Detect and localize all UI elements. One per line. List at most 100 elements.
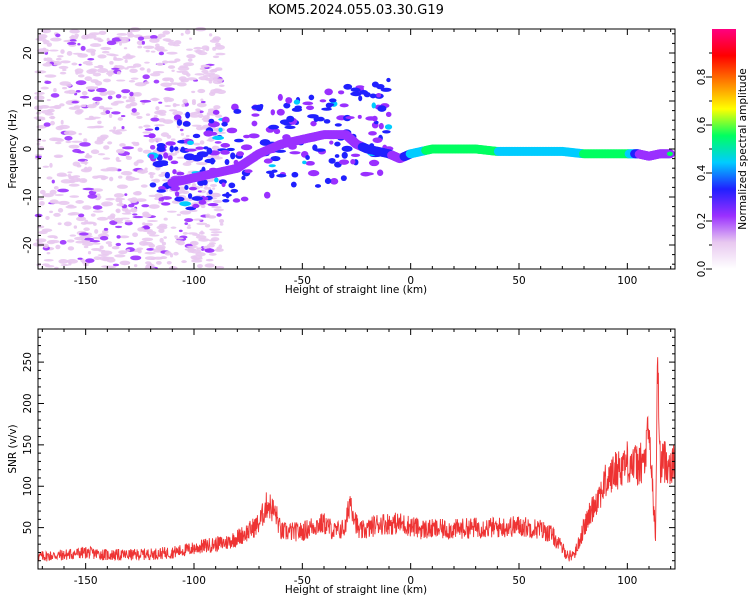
spectrogram-speckle xyxy=(174,235,179,238)
spectrogram-speckle xyxy=(319,99,327,103)
spectrogram-speckle xyxy=(164,251,172,256)
spectrogram-speckle xyxy=(34,213,43,218)
spectrogram-speckle xyxy=(156,145,166,152)
spectrogram-speckle xyxy=(154,110,164,115)
spectrogram-speckle xyxy=(141,237,154,242)
spectrogram-speckle xyxy=(142,222,146,226)
spectrogram-speckle xyxy=(214,141,222,144)
spectrogram-speckle xyxy=(94,229,99,234)
spectrogram-speckle xyxy=(168,109,178,112)
spectrogram-speckle xyxy=(139,99,152,103)
spectrogram-speckle xyxy=(226,147,235,152)
spectrogram-speckle xyxy=(345,116,355,120)
spectrogram-speckle xyxy=(76,150,85,154)
spectrogram-speckle xyxy=(125,176,136,181)
spectrogram-speckle xyxy=(219,222,224,226)
spectrogram-speckle xyxy=(137,249,142,254)
spectrogram-speckle xyxy=(129,91,134,97)
spectrogram-speckle xyxy=(277,93,283,101)
spectrogram-speckle xyxy=(49,210,54,214)
spectrogram-speckle xyxy=(44,80,52,84)
spectrogram-speckle xyxy=(119,143,126,147)
spectrogram-speckle xyxy=(205,258,214,262)
spectrogram-speckle xyxy=(51,60,62,66)
spectrogram-speckle xyxy=(228,182,236,189)
spectrogram-speckle xyxy=(92,205,103,210)
spectrogram-speckle xyxy=(163,152,169,159)
spectrogram-speckle xyxy=(46,98,51,102)
spectrogram-speckle xyxy=(48,49,59,52)
spectrogram-speckle xyxy=(146,247,155,251)
spectrogram-speckle xyxy=(162,60,169,64)
spectrogram-speckle xyxy=(113,217,124,222)
spectrogram-speckle xyxy=(191,124,202,127)
spectrogram-speckle xyxy=(172,102,177,108)
spectrogram-speckle xyxy=(149,182,157,188)
spectrogram-speckle xyxy=(63,221,72,227)
snr-x-tick-label: -50 xyxy=(294,575,311,587)
spectrogram-speckle xyxy=(170,226,177,229)
spectrogram-speckle xyxy=(171,69,175,72)
spectrogram-speckle xyxy=(276,173,287,178)
spectrogram-speckle xyxy=(91,188,104,192)
spectrogram-speckle xyxy=(302,101,314,106)
spectrogram-speckle xyxy=(67,171,73,174)
spectrogram-speckle xyxy=(38,145,45,151)
spectrogram-speckle xyxy=(195,108,201,112)
spectrogram-speckle xyxy=(78,178,88,183)
spectrogram-speckle xyxy=(374,120,379,125)
spectrogram-speckle xyxy=(143,45,155,50)
spectrogram-speckle xyxy=(77,53,89,58)
spectrogram-speckle xyxy=(92,242,101,245)
spectrogram-speckle xyxy=(165,141,176,146)
spectrogram-speckle xyxy=(120,114,126,118)
spectrogram-speckle xyxy=(75,80,87,86)
spectrogram-speckle xyxy=(160,82,173,87)
spectrogram-speckle xyxy=(208,73,220,79)
spectrogram-speckle xyxy=(154,193,164,199)
spectrogram-speckle xyxy=(76,216,87,222)
spectrogram-speckle xyxy=(106,90,116,96)
spectrogram-speckle xyxy=(263,191,271,199)
spectrogram-speckle xyxy=(141,40,145,45)
spectrogram-speckle xyxy=(368,159,380,167)
spectrogram-speckle xyxy=(109,220,118,226)
spectrogram-speckle xyxy=(50,120,55,126)
spectrogram-speckle xyxy=(47,235,58,239)
spectrogram-speckle xyxy=(178,190,185,194)
spectrogram-speckle xyxy=(84,76,93,81)
spectrogram-speckle xyxy=(192,133,201,139)
spectrogram-speckle xyxy=(176,213,182,217)
spectrogram-speckle xyxy=(141,204,150,208)
spectrogram-speckle xyxy=(307,170,320,177)
spectrogram-speckle xyxy=(162,77,171,82)
spectrogram-speckle xyxy=(136,115,143,119)
spectrogram-speckle xyxy=(118,250,128,255)
spectrogram-speckle xyxy=(102,78,111,83)
spectrogram-speckle xyxy=(111,67,120,70)
spectrogram-speckle xyxy=(224,159,230,166)
spectrogram-speckle xyxy=(327,103,335,107)
spectrogram-speckle xyxy=(37,198,44,201)
spectrogram-speckle xyxy=(209,157,215,165)
spectrogram-speckle xyxy=(129,68,138,74)
spectrogram-speckle xyxy=(200,100,206,104)
spectrogram-speckle xyxy=(82,60,93,65)
spectrogram-speckle xyxy=(156,62,164,67)
colorbar-axis: 0.0 0.2 0.4 0.6 0.8 xyxy=(696,52,712,277)
spectrogram-speckle xyxy=(69,29,80,34)
figure-title: KOM5.2024.055.03.30.G19 xyxy=(268,3,444,18)
spectrogram-speckle xyxy=(191,259,203,263)
spectrogram-speckle xyxy=(306,105,315,111)
spectrogram-speckle xyxy=(386,77,391,83)
spectrogram-speckle xyxy=(38,230,48,235)
spectrogram-speckle xyxy=(144,251,156,255)
spectrogram-speckle xyxy=(81,91,88,96)
spectrogram-speckle xyxy=(97,153,106,156)
spectrogram-speckle xyxy=(212,79,223,85)
spectrogram-speckle xyxy=(118,235,130,239)
spectrogram-speckle xyxy=(159,256,168,260)
spectrogram-speckle xyxy=(68,175,78,180)
spectrogram-speckle xyxy=(53,185,59,190)
